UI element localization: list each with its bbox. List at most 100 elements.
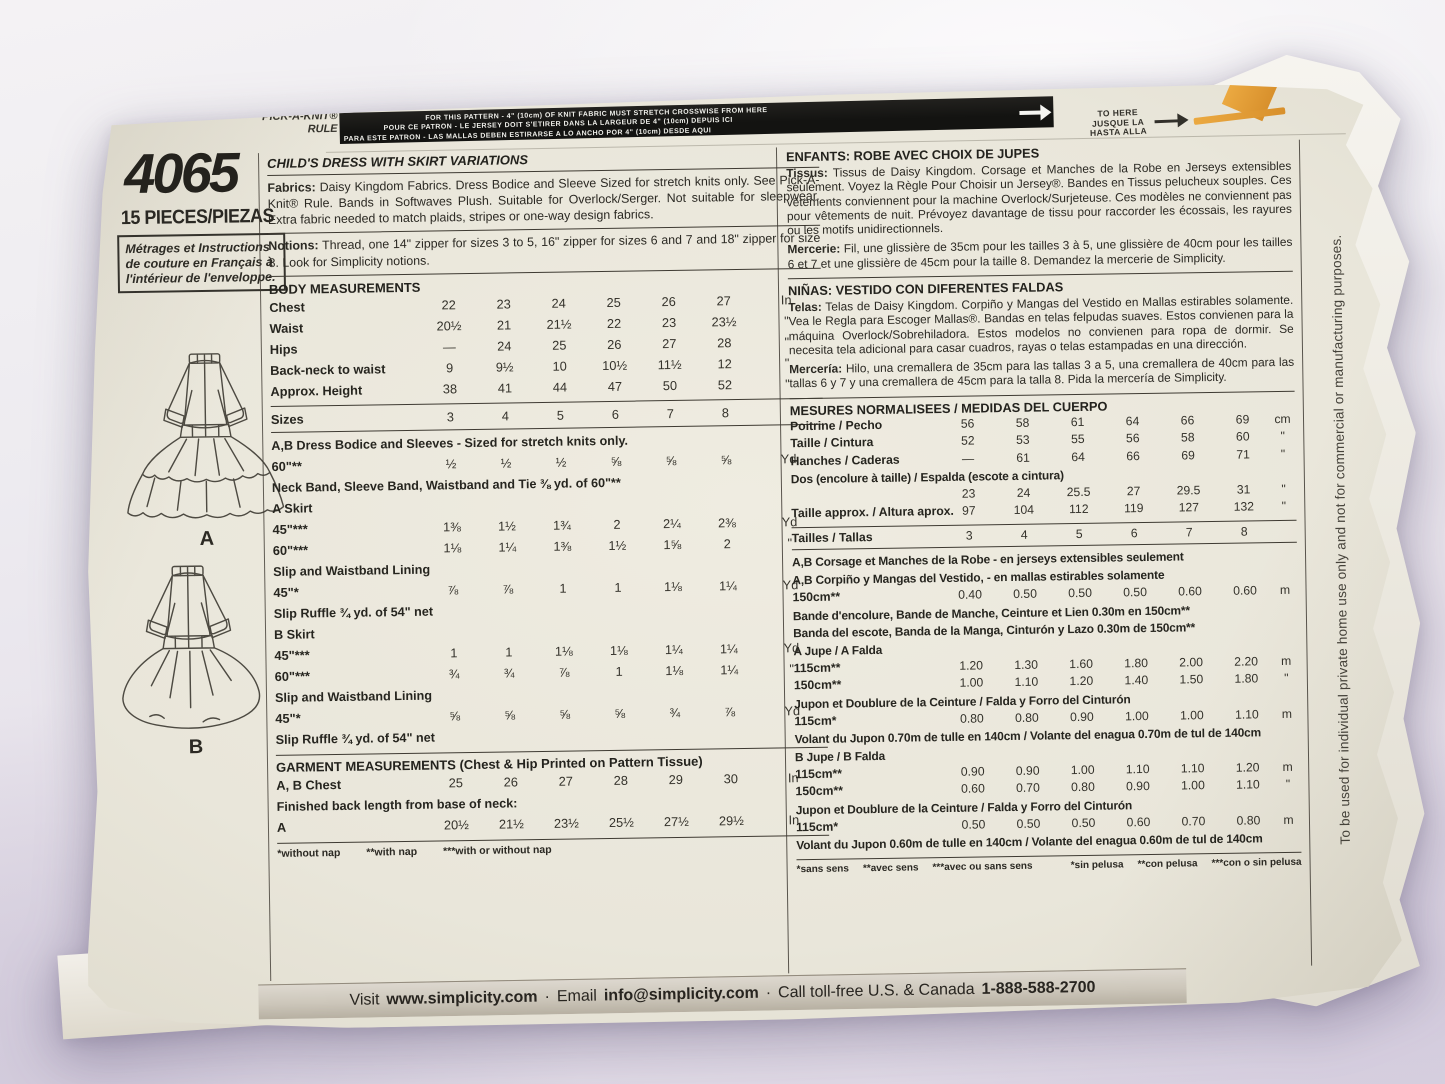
- row-label: Back-neck to waist: [270, 360, 386, 378]
- row-value: 0.50: [1016, 816, 1041, 831]
- row-value: 50: [662, 377, 678, 393]
- row-value: 69: [1181, 447, 1195, 463]
- row-value: ⅝: [665, 452, 677, 468]
- to-here-text: TO HERE JUSQUE LA HASTA ALLA: [1089, 108, 1147, 139]
- row-unit: m: [1282, 759, 1293, 774]
- row-label: Poitrine / Pecho: [789, 417, 883, 433]
- row-label: Approx. Height: [270, 382, 363, 399]
- row-label: 115cm**: [793, 660, 841, 676]
- row-value: 1⅜: [553, 538, 572, 554]
- row-value: 1.50: [1179, 672, 1204, 687]
- row-value: 3: [965, 528, 973, 543]
- row-value: 64: [1071, 449, 1085, 464]
- row-value: 44: [552, 379, 568, 395]
- row-label: Chest: [269, 299, 305, 315]
- fabrics-label: Fabrics:: [267, 180, 316, 195]
- row-value: 47: [607, 378, 623, 394]
- row-value: 1: [450, 644, 458, 660]
- row-value: 23½: [711, 313, 737, 330]
- row-value: 23: [661, 314, 677, 330]
- row-value: 0.90: [1015, 763, 1040, 778]
- row-value: 1⅛: [554, 643, 573, 659]
- pattern-number: 4065: [123, 140, 238, 206]
- view-a-dress-illustration: [117, 347, 295, 530]
- row-value: 1.10: [1235, 777, 1260, 793]
- row-value: ½: [500, 455, 512, 471]
- row-value: 132: [1233, 499, 1255, 515]
- row-value: 21: [496, 317, 512, 333]
- row-value: 27: [716, 292, 731, 308]
- row-value: 1½: [497, 517, 517, 534]
- row-value: 0.90: [1069, 709, 1094, 724]
- tissus-label: Tissus:: [786, 165, 828, 181]
- row-value: 22: [441, 296, 456, 313]
- row-label: Hanches / Caderas: [790, 452, 900, 468]
- footnote-with-or-without-nap: ***with or without nap: [443, 843, 552, 858]
- row-label: Hips: [269, 341, 298, 357]
- row-unit: m: [1280, 653, 1292, 668]
- row-value: 4: [501, 408, 510, 424]
- row-value: 26: [661, 293, 676, 309]
- row-value: 0.70: [1015, 780, 1040, 796]
- row-label: 60"**: [271, 458, 302, 474]
- row-value: 56: [1125, 431, 1140, 446]
- row-label: Waist: [269, 320, 304, 336]
- row-value: 2⅜: [717, 514, 736, 530]
- row-value: 61: [1016, 450, 1030, 465]
- row-value: 52: [960, 433, 975, 448]
- row-value: 3: [446, 408, 455, 424]
- row-value: 1¼: [719, 640, 738, 656]
- row-value: 5: [1075, 526, 1083, 541]
- row-value: 1¼: [718, 577, 737, 593]
- email-address: info@simplicity.com: [603, 984, 759, 1005]
- row-value: 38: [442, 380, 458, 397]
- row-label: A: [276, 819, 287, 835]
- row-value: 0.90: [960, 764, 985, 779]
- notions-label: Notions:: [268, 238, 319, 254]
- row-value: 1.30: [1014, 657, 1039, 672]
- row-value: 1¼: [498, 538, 517, 555]
- row-label: 60"***: [272, 542, 309, 558]
- row-value: 1: [505, 644, 513, 660]
- row-value: 66: [1180, 412, 1195, 428]
- separator-dot: ·: [544, 988, 551, 1006]
- row-value: ⅝: [614, 705, 626, 721]
- row-value: ⅝: [449, 707, 461, 723]
- row-value: 8: [1240, 524, 1248, 539]
- row-value: 8: [721, 404, 730, 420]
- row-value: 2.00: [1179, 655, 1204, 670]
- row-value: 23: [496, 296, 511, 312]
- row-label: 150cm**: [792, 589, 841, 605]
- row-value: —: [442, 338, 456, 355]
- mercerie-paragraph: Mercerie: Fil, une glissière de 35cm pou…: [787, 235, 1292, 276]
- row-value: 24: [551, 295, 566, 311]
- row-value: 66: [1126, 448, 1140, 463]
- fabrics-text: Daisy Kingdom Fabrics. Dress Bodice and …: [267, 172, 820, 228]
- row-unit: m: [1283, 812, 1294, 827]
- footnote-sans-sens: *sans sens: [796, 863, 849, 876]
- merceria-text: Hilo, una cremallera de 35cm para las ta…: [789, 354, 1295, 391]
- row-value: 1⅛: [609, 642, 628, 658]
- notions-paragraph: Notions: Thread, one 14" zipper for size…: [268, 226, 821, 276]
- to-here-arrow-icon: [1155, 119, 1179, 123]
- row-value: 1: [559, 580, 567, 596]
- row-value: 1.00: [1180, 778, 1205, 793]
- row-unit: ": [1285, 777, 1291, 792]
- phone-number: 1-888-588-2700: [981, 978, 1096, 998]
- row-unit: cm: [1274, 411, 1291, 426]
- call-label: Call toll-free U.S. & Canada: [777, 980, 975, 1002]
- row-unit: m: [1279, 582, 1291, 598]
- row-value: 60: [1235, 429, 1250, 444]
- row-value: 119: [1124, 501, 1144, 516]
- telas-label: Telas:: [788, 299, 822, 315]
- row-value: 29½: [718, 812, 744, 828]
- row-value: ⅝: [720, 451, 732, 467]
- row-value: 58: [1180, 430, 1195, 445]
- row-value: 52: [717, 376, 733, 392]
- home-use-text: To be used for individual private home u…: [1328, 234, 1353, 845]
- row-value: 23: [961, 486, 976, 501]
- row-label: [791, 486, 941, 506]
- row-value: 2¼: [662, 515, 681, 531]
- row-value: 26: [503, 773, 519, 790]
